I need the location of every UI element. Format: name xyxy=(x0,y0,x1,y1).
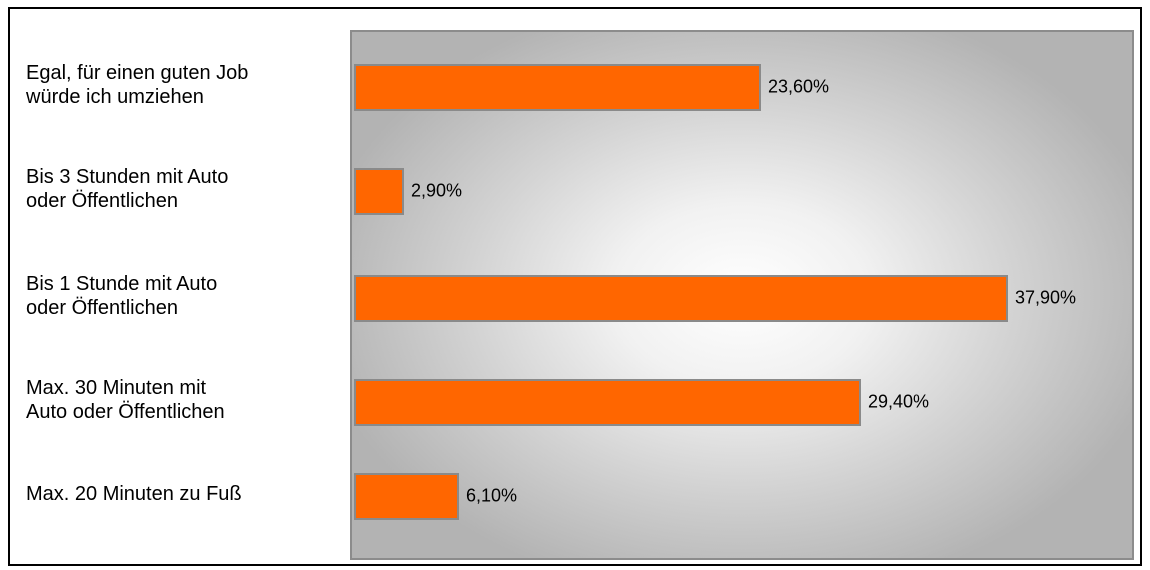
category-label-0: Egal, für einen guten Job würde ich umzi… xyxy=(26,61,346,109)
category-label-3-line-1: Max. 30 Minuten mit xyxy=(26,377,207,399)
value-label-0: 23,60% xyxy=(768,76,830,97)
plot-area: 23,60% 2,90% 37,90% 29,40% 6,10% xyxy=(350,30,1134,560)
category-label-2-line-1: Bis 1 Stunde mit Auto xyxy=(26,273,218,295)
category-label-0-line-1: Egal, für einen guten Job xyxy=(26,62,249,84)
category-label-4-line-1: Max. 20 Minuten zu Fuß xyxy=(26,483,242,505)
bar-3 xyxy=(354,378,861,426)
value-label-2: 37,90% xyxy=(1015,287,1077,308)
chart-frame: Egal, für einen guten Job würde ich umzi… xyxy=(8,7,1142,566)
value-label-3: 29,40% xyxy=(868,391,930,412)
category-label-2: Bis 1 Stunde mit Auto oder Öffentlichen xyxy=(26,272,346,320)
bar-2 xyxy=(354,274,1008,322)
value-label-4: 6,10% xyxy=(466,485,518,506)
category-label-3-line-2: Auto oder Öffentlichen xyxy=(26,401,225,423)
category-label-3: Max. 30 Minuten mit Auto oder Öffentlich… xyxy=(26,376,346,424)
category-label-1-line-1: Bis 3 Stunden mit Auto xyxy=(26,166,229,188)
category-label-2-line-2: oder Öffentlichen xyxy=(26,297,178,319)
category-label-1: Bis 3 Stunden mit Auto oder Öffentlichen xyxy=(26,165,346,213)
category-label-4: Max. 20 Minuten zu Fuß xyxy=(26,482,346,506)
bar-0 xyxy=(354,63,761,111)
category-label-1-line-2: oder Öffentlichen xyxy=(26,190,178,212)
value-label-1: 2,90% xyxy=(411,180,463,201)
bar-4 xyxy=(354,472,459,520)
category-label-0-line-2: würde ich umziehen xyxy=(26,86,204,108)
bar-1 xyxy=(354,167,404,215)
category-labels: Egal, für einen guten Job würde ich umzi… xyxy=(10,9,355,564)
